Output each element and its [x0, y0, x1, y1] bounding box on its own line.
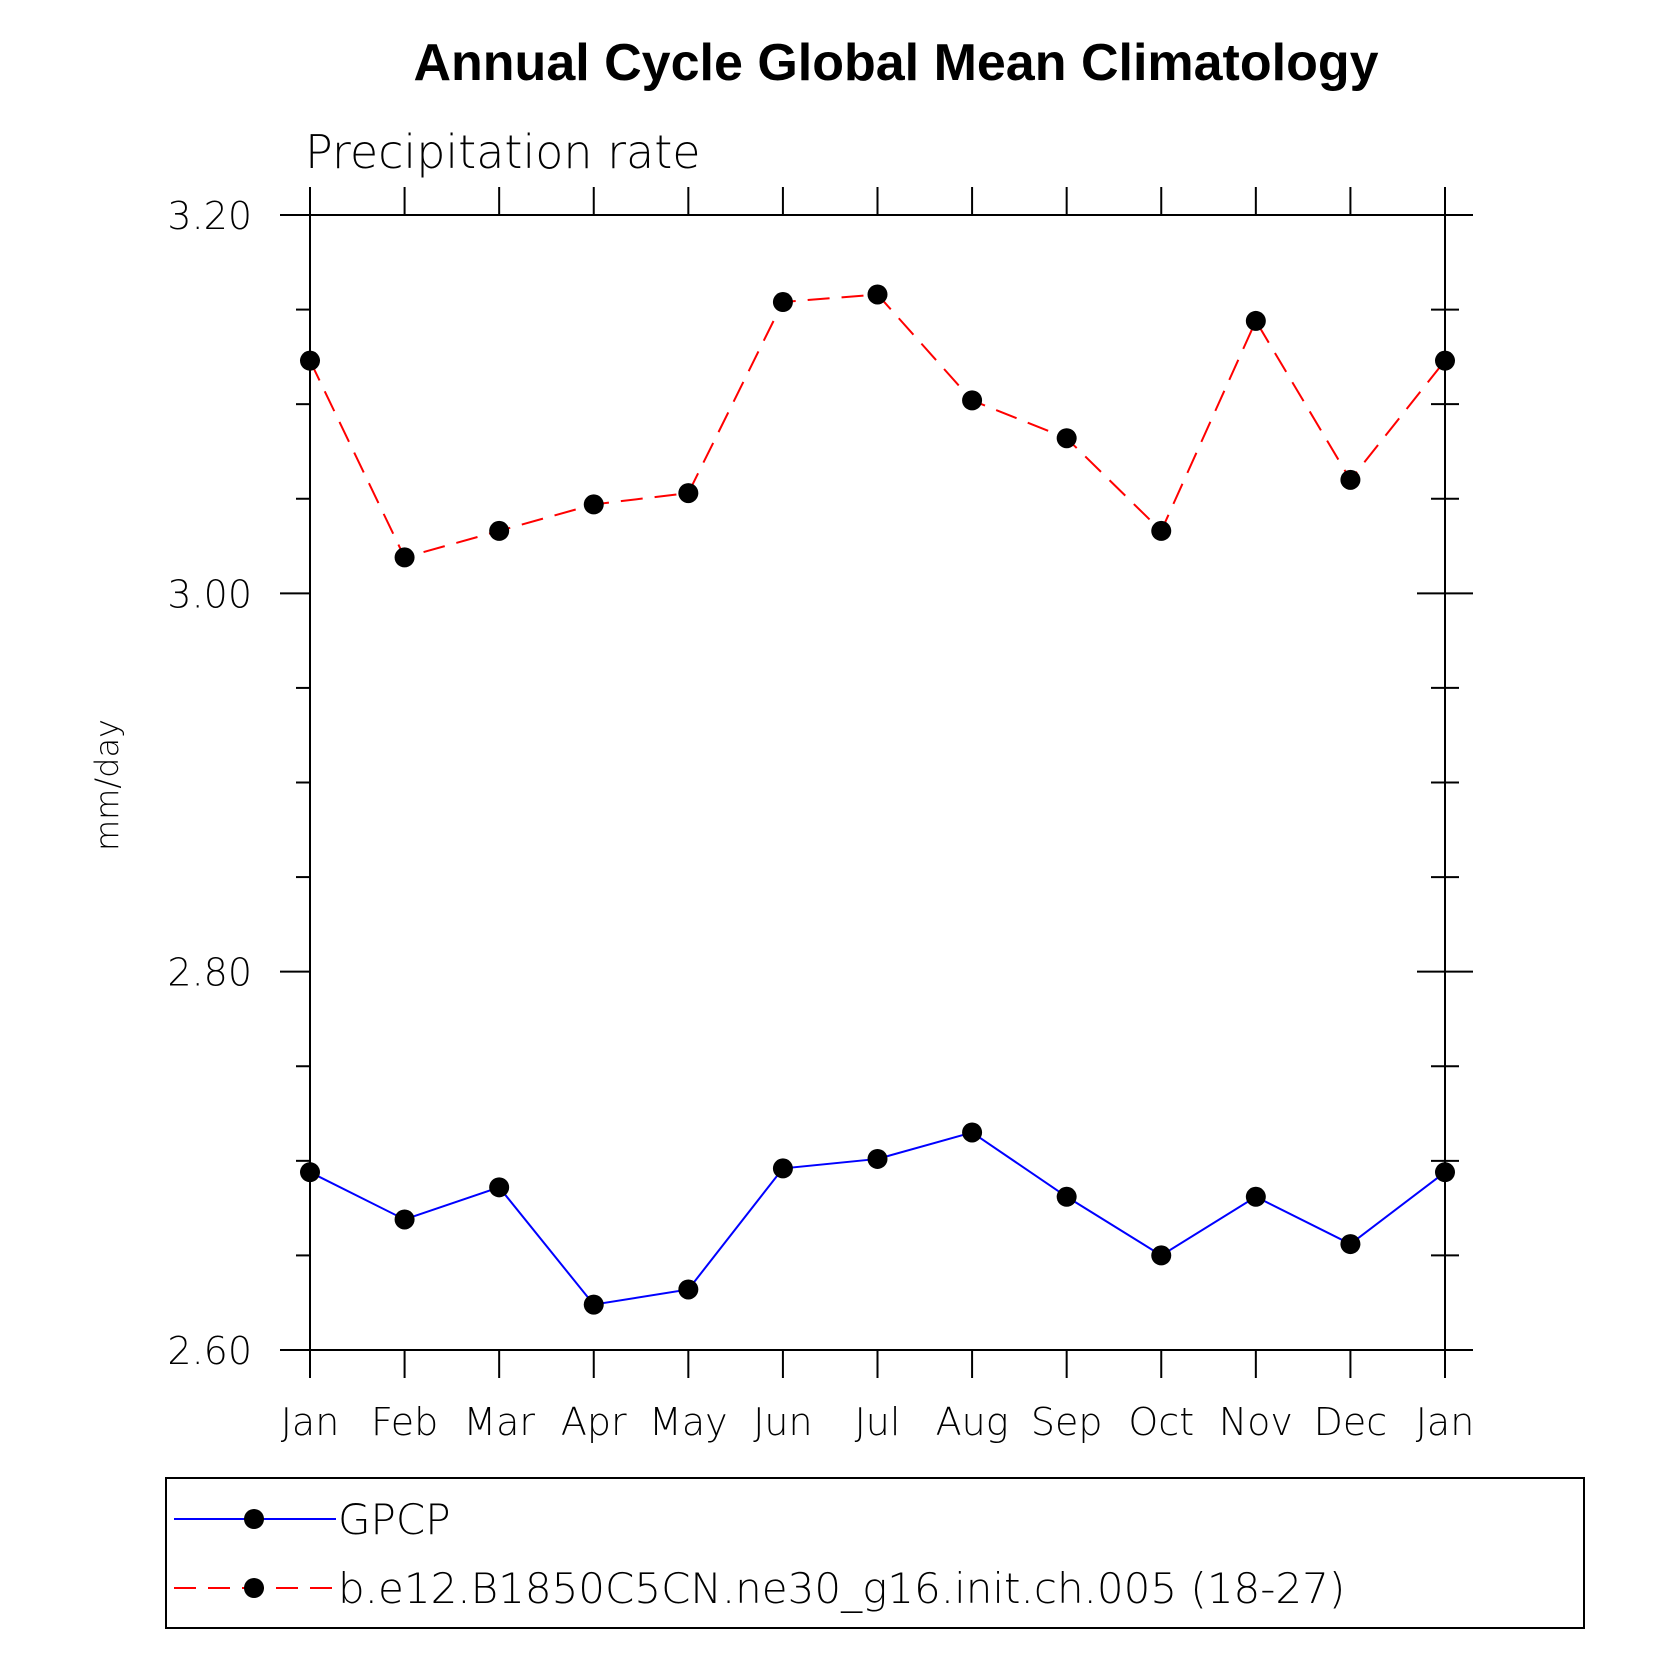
- data-point-gpcp: [1435, 1162, 1455, 1183]
- data-point-model: [300, 350, 320, 371]
- y-tick-label: 2.80: [167, 951, 252, 995]
- data-point-gpcp: [1245, 1186, 1266, 1207]
- x-tick-label: Jul: [855, 1400, 901, 1444]
- data-point-gpcp: [583, 1294, 604, 1315]
- data-point-model: [394, 547, 415, 568]
- y-tick-label: 3.00: [167, 572, 252, 616]
- x-tick-label: May: [649, 1400, 728, 1444]
- chart-subtitle: Precipitation rate: [305, 125, 701, 179]
- data-point-gpcp: [489, 1177, 510, 1198]
- data-point-gpcp: [394, 1209, 415, 1230]
- series-line-model: [309, 293, 1446, 559]
- legend-box: [165, 1477, 1585, 1629]
- legend-label-model: b.e12.B1850C5CN.ne30_g16.init.ch.005 (18…: [338, 1564, 1345, 1613]
- x-tick-label: Jan: [1416, 1400, 1475, 1444]
- x-tick-label: Jan: [281, 1400, 340, 1444]
- data-point-gpcp: [1056, 1186, 1077, 1207]
- data-point-model: [1056, 428, 1077, 449]
- data-point-model: [489, 520, 510, 541]
- x-tick-label: Feb: [371, 1400, 438, 1444]
- x-tick-label: Nov: [1219, 1400, 1293, 1444]
- tick-labels: Jan Feb Mar Apr May Jun Jul Aug Sep Oct Nov Dec Jan 2…: [167, 194, 1474, 1444]
- data-point-gpcp: [678, 1279, 699, 1300]
- legend-marker-model: [244, 1578, 264, 1598]
- data-point-model: [1435, 350, 1455, 371]
- x-tick-label: Aug: [936, 1400, 1009, 1444]
- x-tick-label: Mar: [463, 1400, 535, 1444]
- data-point-model: [1245, 310, 1266, 331]
- data-point-gpcp: [772, 1158, 793, 1179]
- data-point-model: [1340, 469, 1361, 490]
- chart-title: Annual Cycle Global Mean Climatology: [413, 34, 1378, 92]
- x-tick-label: Dec: [1314, 1400, 1388, 1444]
- x-tick-label: Apr: [561, 1400, 627, 1444]
- data-point-gpcp: [1151, 1245, 1172, 1266]
- y-axis-label: mm/day: [88, 719, 126, 851]
- x-tick-label: Jun: [753, 1400, 812, 1444]
- y-tick-label: 2.60: [167, 1329, 252, 1373]
- x-tick-label: Oct: [1128, 1400, 1194, 1444]
- data-point-gpcp: [1340, 1234, 1361, 1255]
- legend-marker-gpcp: [244, 1509, 264, 1529]
- data-point-model: [962, 390, 983, 411]
- data-point-model: [678, 483, 699, 504]
- data-point-gpcp: [962, 1122, 983, 1143]
- data-point-model: [1151, 520, 1172, 541]
- legend: GPCP b.e12.B1850C5CN.ne30_g16.init.ch.00…: [165, 1477, 1585, 1629]
- y-tick-label: 3.20: [167, 194, 252, 238]
- legend-label-gpcp: GPCP: [338, 1495, 451, 1544]
- data-point-gpcp: [867, 1148, 888, 1169]
- data-point-model: [583, 494, 604, 515]
- series-layer: [300, 284, 1455, 1315]
- axis-ticks: [280, 187, 1473, 1378]
- data-point-model: [772, 292, 793, 313]
- data-point-model: [867, 284, 888, 305]
- data-point-gpcp: [300, 1162, 320, 1183]
- x-tick-label: Sep: [1031, 1400, 1103, 1444]
